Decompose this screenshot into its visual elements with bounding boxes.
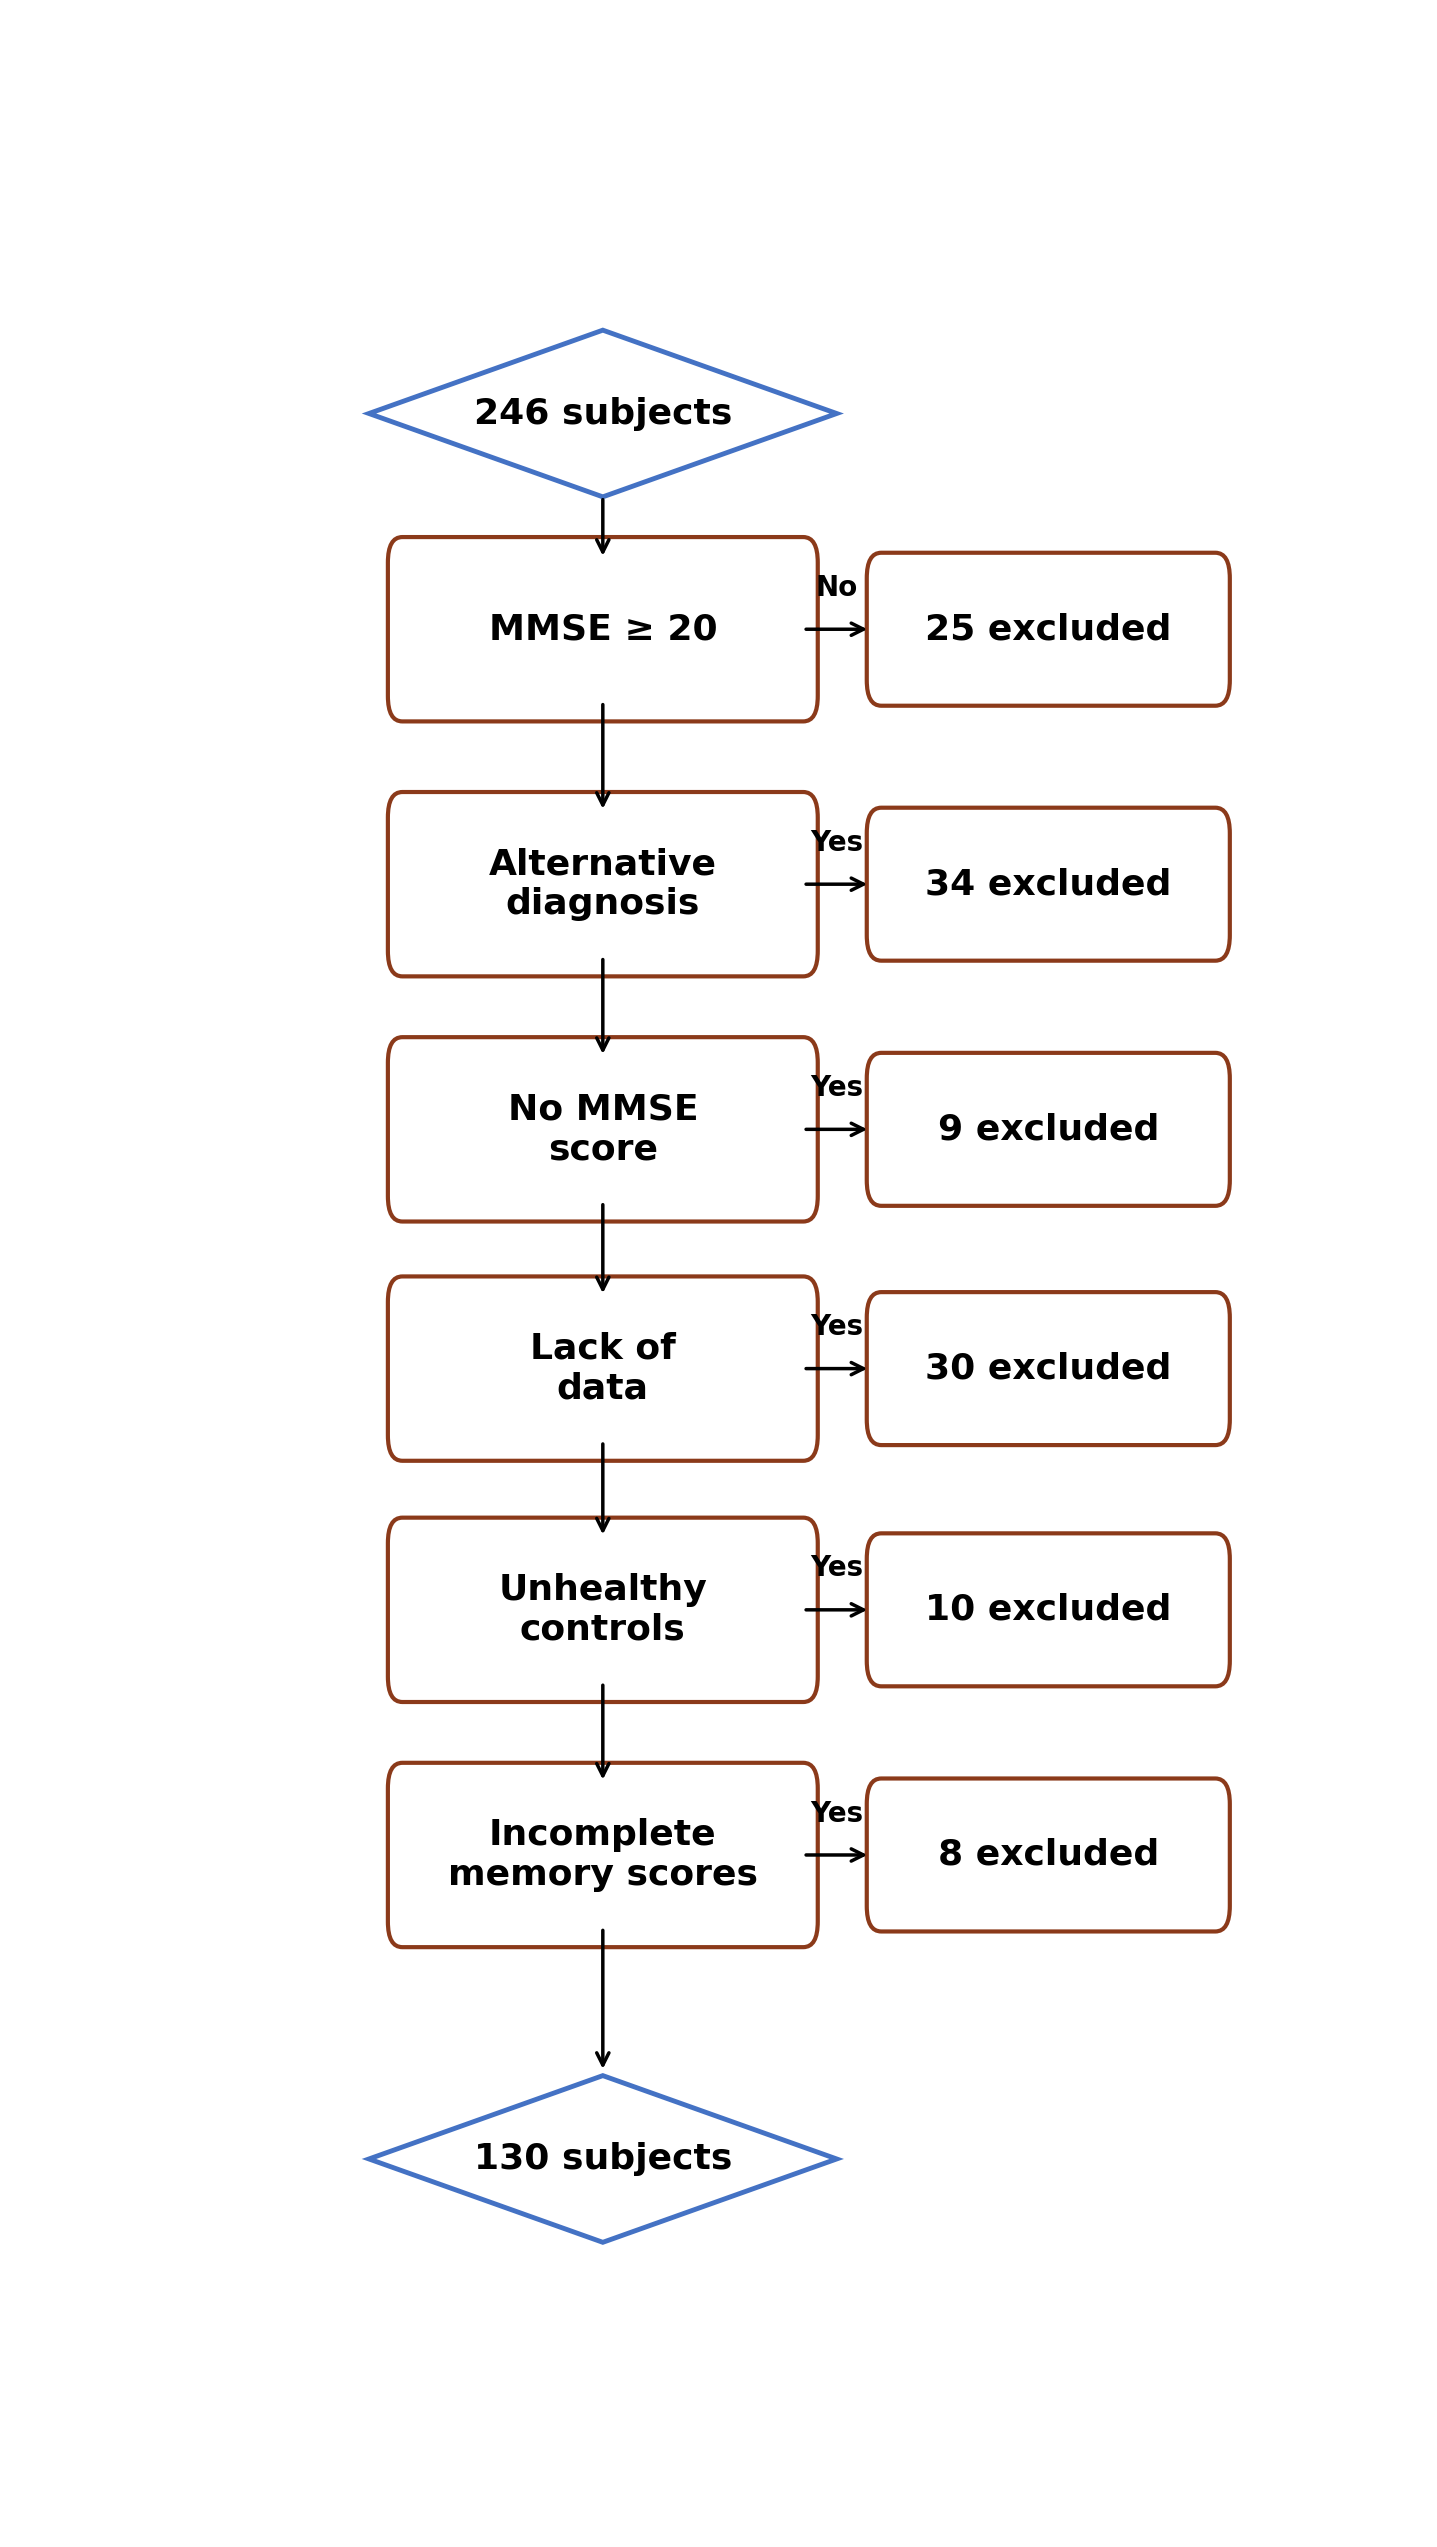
Text: No: No <box>816 573 858 601</box>
Text: 246 subjects: 246 subjects <box>474 397 731 430</box>
FancyBboxPatch shape <box>388 1276 818 1462</box>
Text: Yes: Yes <box>810 1554 864 1582</box>
Text: Lack of
data: Lack of data <box>530 1332 675 1406</box>
FancyBboxPatch shape <box>388 1763 818 1946</box>
Text: Yes: Yes <box>810 828 864 856</box>
Text: No MMSE
score: No MMSE score <box>507 1093 698 1167</box>
Text: Unhealthy
controls: Unhealthy controls <box>499 1574 707 1645</box>
Text: MMSE ≥ 20: MMSE ≥ 20 <box>489 611 717 647</box>
FancyBboxPatch shape <box>867 1533 1230 1686</box>
FancyBboxPatch shape <box>388 792 818 976</box>
Text: Yes: Yes <box>810 1801 864 1829</box>
Text: 34 excluded: 34 excluded <box>925 866 1171 902</box>
FancyBboxPatch shape <box>388 537 818 721</box>
FancyBboxPatch shape <box>867 1778 1230 1931</box>
Text: 9 excluded: 9 excluded <box>937 1113 1160 1146</box>
FancyBboxPatch shape <box>867 1291 1230 1444</box>
Text: 30 excluded: 30 excluded <box>925 1352 1171 1386</box>
Text: 25 excluded: 25 excluded <box>925 611 1171 647</box>
Text: Alternative
diagnosis: Alternative diagnosis <box>489 848 717 922</box>
Text: Incomplete
memory scores: Incomplete memory scores <box>448 1819 757 1892</box>
FancyBboxPatch shape <box>388 1037 818 1223</box>
Text: 130 subjects: 130 subjects <box>474 2142 731 2175</box>
FancyBboxPatch shape <box>867 1052 1230 1205</box>
Text: 8 excluded: 8 excluded <box>938 1839 1158 1872</box>
FancyBboxPatch shape <box>867 553 1230 706</box>
Text: Yes: Yes <box>810 1314 864 1342</box>
Text: Yes: Yes <box>810 1075 864 1103</box>
FancyBboxPatch shape <box>388 1518 818 1701</box>
Text: 10 excluded: 10 excluded <box>925 1592 1171 1628</box>
FancyBboxPatch shape <box>867 807 1230 960</box>
